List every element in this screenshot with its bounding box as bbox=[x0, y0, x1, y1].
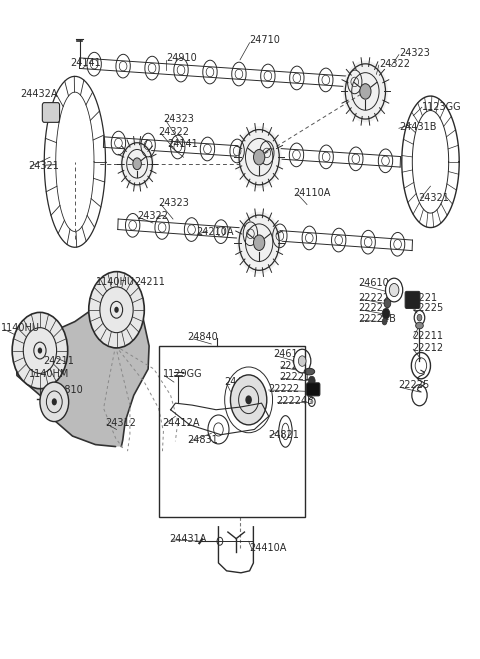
Ellipse shape bbox=[416, 322, 423, 329]
Circle shape bbox=[133, 158, 142, 169]
Text: 22222: 22222 bbox=[359, 293, 390, 303]
Text: 22223: 22223 bbox=[359, 303, 390, 314]
Text: 24322: 24322 bbox=[158, 127, 190, 137]
Text: 24610: 24610 bbox=[274, 349, 304, 360]
Text: 24323: 24323 bbox=[399, 48, 430, 58]
Text: 24322: 24322 bbox=[379, 59, 410, 69]
Circle shape bbox=[343, 61, 388, 123]
Text: 22211: 22211 bbox=[412, 331, 444, 341]
Text: 22221: 22221 bbox=[279, 372, 311, 382]
Text: 24321: 24321 bbox=[28, 161, 60, 171]
Circle shape bbox=[417, 314, 422, 321]
Circle shape bbox=[253, 150, 265, 165]
Text: 1123GG: 1123GG bbox=[422, 102, 461, 112]
Text: 24710: 24710 bbox=[250, 35, 280, 45]
Circle shape bbox=[245, 395, 252, 405]
Text: 24312: 24312 bbox=[105, 418, 136, 428]
Circle shape bbox=[253, 235, 265, 250]
Text: 24910: 24910 bbox=[166, 53, 197, 63]
Bar bbox=[158, 346, 305, 517]
Circle shape bbox=[382, 318, 387, 325]
Circle shape bbox=[120, 140, 154, 187]
Text: 24821: 24821 bbox=[268, 430, 299, 440]
Text: 24450: 24450 bbox=[225, 377, 255, 387]
Text: 1129GG: 1129GG bbox=[162, 369, 202, 379]
Text: 24323: 24323 bbox=[163, 114, 194, 124]
Text: 24432A: 24432A bbox=[20, 89, 58, 99]
Circle shape bbox=[89, 272, 144, 348]
Circle shape bbox=[384, 299, 391, 308]
Text: 24831: 24831 bbox=[187, 435, 218, 445]
Circle shape bbox=[299, 356, 306, 366]
Text: 22224B: 22224B bbox=[276, 395, 314, 405]
Text: 24610: 24610 bbox=[359, 279, 389, 289]
Circle shape bbox=[360, 84, 371, 99]
Text: 1140HU: 1140HU bbox=[0, 323, 40, 333]
Text: 24211: 24211 bbox=[43, 356, 74, 366]
Circle shape bbox=[38, 347, 42, 354]
Text: 22222: 22222 bbox=[268, 384, 299, 393]
Text: 24840: 24840 bbox=[187, 332, 218, 343]
Circle shape bbox=[40, 382, 69, 422]
Text: 22225: 22225 bbox=[398, 380, 429, 390]
Text: 22212: 22212 bbox=[412, 343, 444, 353]
Circle shape bbox=[309, 376, 315, 386]
Circle shape bbox=[237, 212, 282, 273]
Circle shape bbox=[230, 375, 267, 425]
Text: 24211: 24211 bbox=[135, 277, 166, 287]
Circle shape bbox=[382, 308, 390, 319]
Text: 1140HM: 1140HM bbox=[28, 369, 69, 379]
Polygon shape bbox=[16, 306, 149, 447]
Text: 24410A: 24410A bbox=[250, 543, 287, 553]
Circle shape bbox=[12, 312, 68, 389]
Circle shape bbox=[114, 306, 119, 313]
FancyBboxPatch shape bbox=[42, 103, 60, 123]
Text: 24412A: 24412A bbox=[162, 418, 200, 428]
Circle shape bbox=[311, 400, 313, 404]
Text: 22225: 22225 bbox=[412, 303, 444, 314]
Text: 24141: 24141 bbox=[167, 139, 198, 149]
Text: 24322: 24322 bbox=[137, 212, 168, 221]
Text: 24323: 24323 bbox=[158, 198, 190, 208]
Text: 22223: 22223 bbox=[279, 360, 311, 370]
Text: 24431B: 24431B bbox=[399, 122, 436, 132]
Circle shape bbox=[385, 278, 403, 302]
Text: 24141: 24141 bbox=[71, 58, 101, 68]
Circle shape bbox=[294, 349, 311, 373]
Circle shape bbox=[237, 127, 282, 188]
FancyBboxPatch shape bbox=[405, 291, 420, 308]
Text: 24110A: 24110A bbox=[294, 188, 331, 198]
Circle shape bbox=[389, 283, 399, 297]
FancyBboxPatch shape bbox=[307, 383, 320, 396]
Text: 24321: 24321 bbox=[418, 193, 449, 203]
Text: 22221: 22221 bbox=[407, 293, 438, 303]
Text: 24431A: 24431A bbox=[169, 534, 206, 544]
Ellipse shape bbox=[304, 368, 315, 375]
Text: 24210A: 24210A bbox=[196, 227, 233, 237]
Text: 1140HU: 1140HU bbox=[96, 277, 135, 287]
Circle shape bbox=[52, 398, 57, 405]
Text: 24810: 24810 bbox=[52, 385, 83, 395]
Text: 22224B: 22224B bbox=[359, 314, 396, 324]
